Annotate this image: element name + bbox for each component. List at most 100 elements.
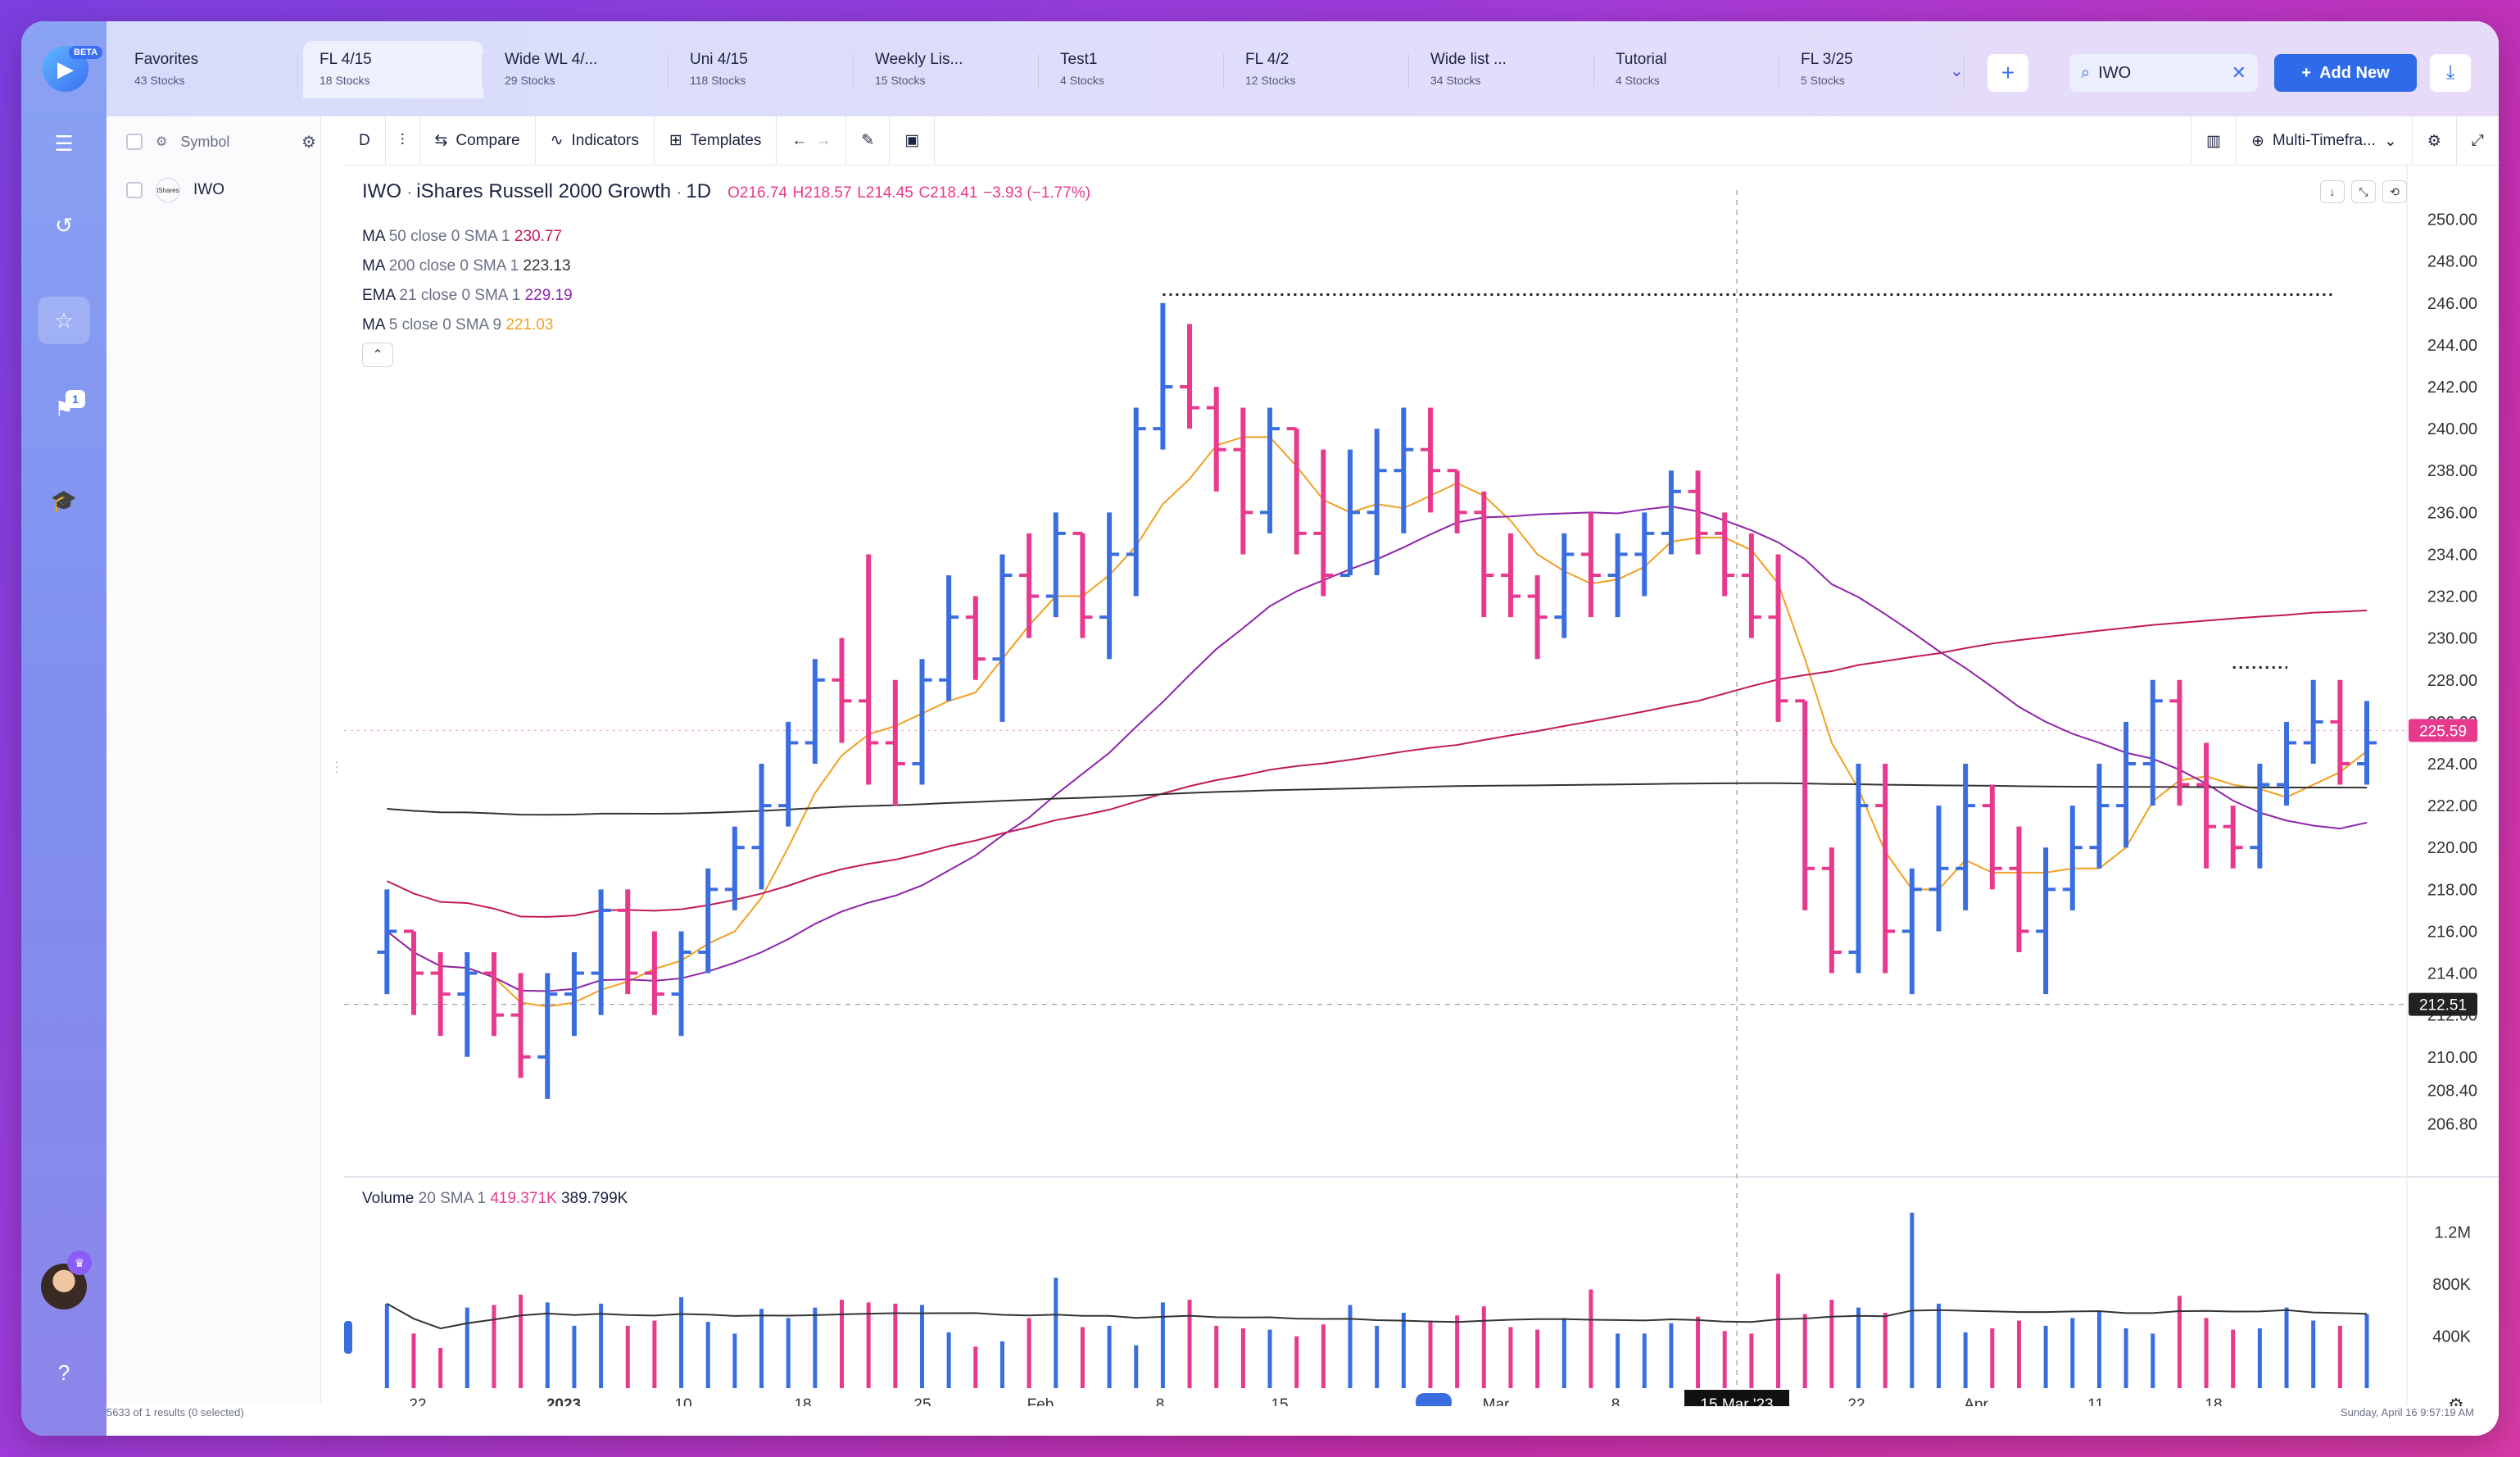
tab-7[interactable]: Wide list ... 34 Stocks	[1414, 41, 1594, 98]
crown-icon: ♛	[67, 1250, 92, 1275]
volume-tick-label: 400K	[2432, 1328, 2471, 1346]
y-tick-label: 228.00	[2427, 672, 2477, 690]
ishares-logo: iShares	[156, 178, 180, 202]
tab-8[interactable]: Tutorial 4 Stocks	[1599, 41, 1779, 98]
watchlist-tabs: Favorites 43 Stocks FL 4/15 18 Stocks Wide W…	[107, 21, 2499, 116]
y-tick-label: 230.00	[2427, 630, 2477, 648]
templates-icon: ⊞	[669, 132, 682, 149]
undo-redo: ← →	[777, 116, 847, 166]
add-new-button[interactable]: + Add New	[2274, 54, 2417, 92]
alerts-icon[interactable]: ⚑ 1	[38, 385, 90, 433]
menu-icon[interactable]: ☰	[54, 130, 74, 156]
tab-count: 29 Stocks	[505, 74, 555, 87]
watchlist-star-icon[interactable]: ☆	[38, 297, 90, 344]
volume-legend[interactable]: Volume 20 SMA 1 419.371K 389.799K	[362, 1190, 628, 1208]
tabs-chevron-down-icon[interactable]: ⌄	[1950, 62, 1964, 80]
panel-resize-handle[interactable]: ⋮	[329, 759, 344, 775]
ma200-legend[interactable]: MA 200 close 0 SMA 1 223.13	[362, 257, 571, 275]
tab-name: FL 3/25	[1801, 51, 1853, 68]
tab-3[interactable]: Uni 4/15 118 Stocks	[673, 41, 854, 98]
tab-2[interactable]: Wide WL 4/... 29 Stocks	[488, 41, 669, 98]
ema21-legend[interactable]: EMA 21 close 0 SMA 1 229.19	[362, 287, 573, 305]
tab-6[interactable]: FL 4/2 12 Stocks	[1229, 41, 1409, 98]
tab-name: Wide list ...	[1430, 51, 1507, 68]
tab-count: 12 Stocks	[1245, 74, 1296, 87]
education-icon[interactable]: 🎓	[50, 488, 78, 513]
compare-button[interactable]: ⇆ Compare	[420, 116, 536, 166]
calendar-icon[interactable]: ▣	[890, 116, 936, 166]
plus-circle-icon: ⊕	[2250, 132, 2264, 150]
help-icon[interactable]: ?	[57, 1359, 70, 1385]
volume-tick-label: 800K	[2432, 1276, 2471, 1294]
ma5-legend[interactable]: MA 5 close 0 SMA 9 221.03	[362, 316, 553, 334]
left-panel-toggle	[344, 1321, 352, 1354]
compare-label: Compare	[456, 131, 520, 149]
draw-icon[interactable]: ✎	[846, 116, 891, 166]
redo-icon[interactable]: →	[815, 131, 832, 149]
x-tick-label: Feb	[1027, 1396, 1054, 1406]
volume-params: 20 SMA 1	[418, 1190, 487, 1207]
tab-name: FL 4/2	[1245, 51, 1289, 68]
x-tick-label: 8	[1156, 1396, 1165, 1406]
reset-pane-icon[interactable]: ⟲	[2382, 180, 2407, 203]
y-tick-label: 244.00	[2427, 337, 2477, 355]
ma50-legend[interactable]: MA 50 close 0 SMA 1 230.77	[362, 228, 562, 246]
symbol-search-input[interactable]: ⌕ IWO ✕	[2069, 54, 2258, 92]
ma-value: 230.77	[514, 228, 563, 245]
y-tick-label: 236.00	[2427, 504, 2477, 522]
x-tick-label: 15	[1271, 1396, 1288, 1406]
layout-icon[interactable]: ▥	[2190, 116, 2237, 166]
undo-icon[interactable]: ←	[791, 131, 808, 149]
symbol-column-header[interactable]: Symbol	[180, 133, 230, 150]
ma-label: EMA	[362, 287, 396, 304]
search-value: IWO	[2098, 63, 2132, 82]
ma200-line	[387, 782, 2368, 816]
watchlist-settings-icon[interactable]: ⚙	[301, 133, 316, 152]
history-icon[interactable]: ↺	[55, 212, 73, 238]
templates-button[interactable]: ⊞ Templates	[655, 116, 777, 166]
tab-5[interactable]: Test1 4 Stocks	[1044, 41, 1224, 98]
collapse-legend-button[interactable]: ⌃	[362, 343, 393, 367]
add-tab-button[interactable]: +	[1987, 54, 2028, 92]
bar-style-icon[interactable]: ⫶	[386, 116, 420, 166]
tab-9[interactable]: FL 3/25 5 Stocks	[1784, 41, 1965, 98]
chart-canvas[interactable]: 250.00 248.00 246.00 244.00 242.00 240.00 238.…	[344, 166, 2499, 1416]
clear-search-icon[interactable]: ✕	[2231, 62, 2246, 83]
tab-count: 4 Stocks	[1616, 74, 1660, 87]
ma50-line	[386, 609, 2368, 918]
y-tick-label: 238.00	[2427, 462, 2477, 480]
fullscreen-icon[interactable]: ⤢	[2471, 132, 2484, 149]
interval-button[interactable]: D	[344, 116, 386, 166]
move-down-icon[interactable]: ↓	[2320, 180, 2345, 203]
row-checkbox[interactable]	[126, 182, 143, 198]
y-tick-label: 206.80	[2427, 1116, 2477, 1134]
price-tag	[2409, 719, 2477, 742]
select-all-checkbox[interactable]	[126, 134, 143, 150]
price-chart[interactable]: 250.00 248.00 246.00 244.00 242.00 240.00 238.…	[344, 166, 2499, 1416]
watchlist-row[interactable]: iShares IWO	[107, 167, 320, 213]
tab-4[interactable]: Weekly Lis... 15 Stocks	[859, 41, 1039, 98]
ma-params: 21 close 0 SMA 1	[399, 287, 521, 304]
chart-settings-icon[interactable]: ⚙	[2413, 116, 2457, 166]
x-tick-label: 10	[674, 1396, 691, 1406]
alerts-count-badge: 1	[66, 390, 85, 408]
indicators-button[interactable]: ∿ Indicators	[536, 116, 655, 166]
legend-timeframe: 1D	[686, 180, 712, 202]
y-tick-label: 232.00	[2427, 588, 2477, 606]
x-tick-label: 22	[1847, 1396, 1865, 1406]
layout-select[interactable]: ⊕ Multi-Timefra... ⌄	[2237, 116, 2413, 166]
tab-count: 34 Stocks	[1430, 74, 1481, 87]
collapse-pane-icon[interactable]: ⤡	[2351, 180, 2376, 203]
tab-0[interactable]: Favorites 43 Stocks	[118, 41, 298, 98]
columns-icon[interactable]: ⚙	[156, 135, 168, 149]
add-new-label: Add New	[2319, 63, 2390, 82]
tab-divider	[853, 54, 854, 87]
x-tick-label: Mar	[1483, 1396, 1510, 1406]
search-icon: ⌕	[2081, 63, 2091, 82]
volume-label: Volume	[362, 1190, 415, 1207]
legend-change: −3.93 (−1.77%)	[983, 184, 1091, 202]
ticker: IWO	[193, 181, 224, 198]
download-icon[interactable]: ⤓	[2430, 54, 2471, 92]
beta-badge: BETA	[69, 46, 103, 59]
tab-1[interactable]: FL 4/15 18 Stocks	[303, 41, 483, 98]
